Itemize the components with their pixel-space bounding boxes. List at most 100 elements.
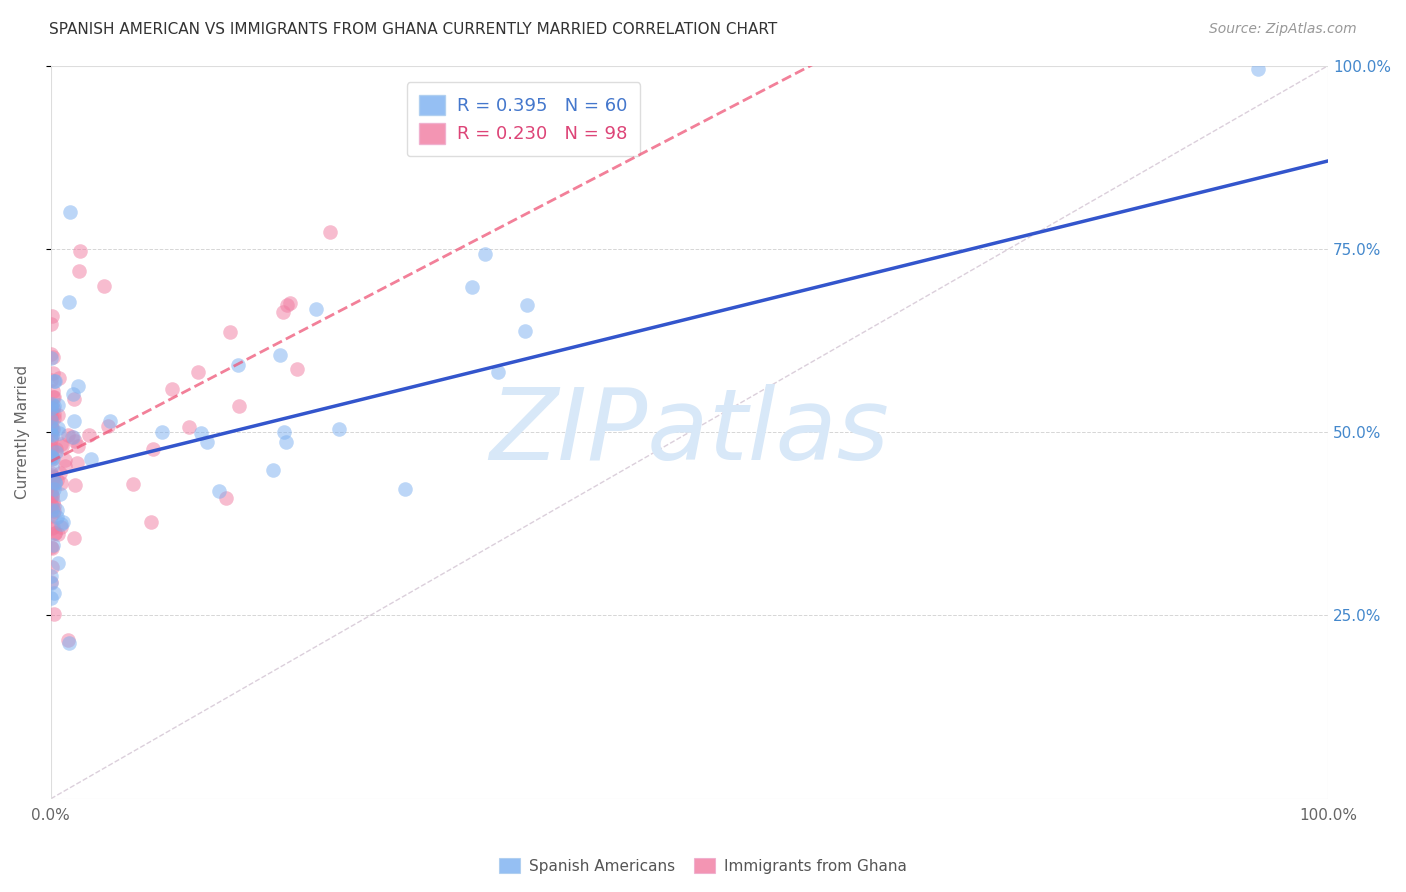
Point [42,475,65,490]
Point [46,408,69,422]
Point [226,359,249,373]
Point [474,247,496,261]
Point [39,468,62,483]
Point [39,447,62,461]
Point [93,278,115,293]
Point [41,443,63,458]
Point [51,439,73,453]
Point [41,366,63,380]
Point [67,264,90,278]
Point [461,280,484,294]
Text: ZIPatlas: ZIPatlas [489,384,890,481]
Point [45,445,67,459]
Legend: R = 0.395   N = 60, R = 0.230   N = 98: R = 0.395 N = 60, R = 0.230 N = 98 [406,82,640,156]
Point [39,426,62,441]
Point [42,586,65,600]
Point [515,324,537,338]
Point [285,362,308,376]
Point [42,422,65,436]
Point [55,458,77,473]
Point [44,499,66,513]
Point [273,304,295,318]
Point [63,531,86,545]
Point [39,488,62,502]
Point [46,510,69,524]
Point [152,425,174,440]
Point [66,439,89,453]
Point [190,425,212,440]
Point [39,442,62,457]
Point [142,442,165,456]
Point [63,392,86,406]
Point [39,450,62,465]
Point [44,526,66,541]
Point [39,432,62,446]
Point [41,521,63,535]
Point [122,476,145,491]
Point [44,475,66,490]
Point [52,515,75,529]
Point [39,347,62,361]
Point [41,488,63,502]
Point [42,470,65,484]
Point [42,410,65,425]
Point [46,556,69,570]
Point [39,485,62,500]
Point [60,430,83,444]
Point [41,473,63,487]
Point [41,398,63,412]
Point [42,520,65,534]
Point [48,398,70,412]
Point [39,401,62,416]
Point [394,483,416,497]
Point [48,426,70,441]
Point [67,379,90,393]
Point [58,427,80,442]
Point [58,636,80,650]
Point [58,295,80,310]
Point [39,404,62,418]
Point [41,489,63,503]
Point [41,541,63,555]
Point [41,495,63,509]
Point [62,386,84,401]
Point [63,477,86,491]
Point [44,607,66,622]
Point [39,317,62,331]
Point [177,419,200,434]
Point [139,515,162,529]
Point [278,295,301,310]
Point [41,428,63,442]
Point [42,482,65,496]
Point [195,435,218,450]
Point [39,351,62,366]
Point [274,435,297,450]
Point [41,559,63,574]
Point [69,244,91,258]
Point [41,401,63,415]
Point [41,310,63,324]
Point [51,437,73,451]
Point [39,478,62,492]
Point [1247,62,1270,77]
Point [39,509,62,524]
Point [276,298,298,312]
Point [269,348,291,362]
Point [46,527,69,541]
Point [41,470,63,484]
Point [41,503,63,517]
Point [46,420,69,434]
Point [39,413,62,427]
Point [516,298,538,312]
Point [59,205,82,219]
Point [42,399,65,413]
Point [39,419,62,434]
Point [49,517,72,532]
Point [44,526,66,541]
Point [46,503,69,517]
Point [45,442,67,457]
Point [215,491,238,505]
Point [319,225,342,239]
Point [80,452,103,467]
Point [51,520,73,534]
